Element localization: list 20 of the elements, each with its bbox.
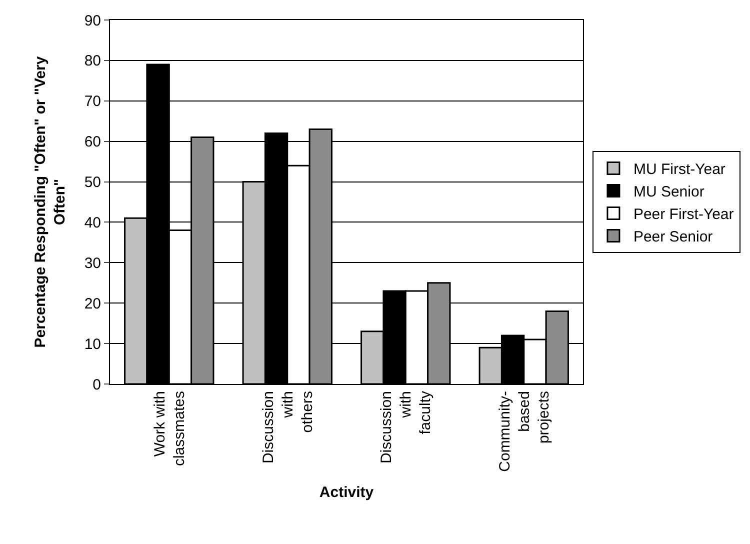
legend-label: Peer Senior: [633, 228, 713, 246]
y-tick-label: 20: [84, 295, 101, 312]
y-tick-label: 0: [92, 376, 101, 394]
y-tick-label: 90: [84, 12, 101, 30]
legend-label: Peer First-Year: [633, 206, 734, 224]
y-tick-label: 40: [84, 214, 101, 232]
y-tick-label: 60: [84, 134, 101, 151]
x-tick-label: Work with classmates: [151, 391, 188, 466]
x-axis-title: Activity: [319, 484, 374, 501]
y-tick-label: 10: [84, 336, 101, 353]
x-tick-label: Community-based projects: [496, 391, 552, 472]
y-axis-title: Percentage Responding "Often" or "Very Often": [32, 56, 69, 348]
y-tick-label: 30: [84, 254, 101, 272]
y-tick-label: 50: [84, 174, 101, 192]
y-tick-label: 70: [84, 93, 101, 110]
x-tick-label: Discussion with others: [260, 391, 316, 464]
y-tick-label: 80: [84, 52, 101, 70]
legend-label: MU First-Year: [633, 161, 726, 178]
x-tick-label: Discussion with faculty: [378, 390, 434, 464]
legend-label: MU Senior: [633, 184, 704, 201]
